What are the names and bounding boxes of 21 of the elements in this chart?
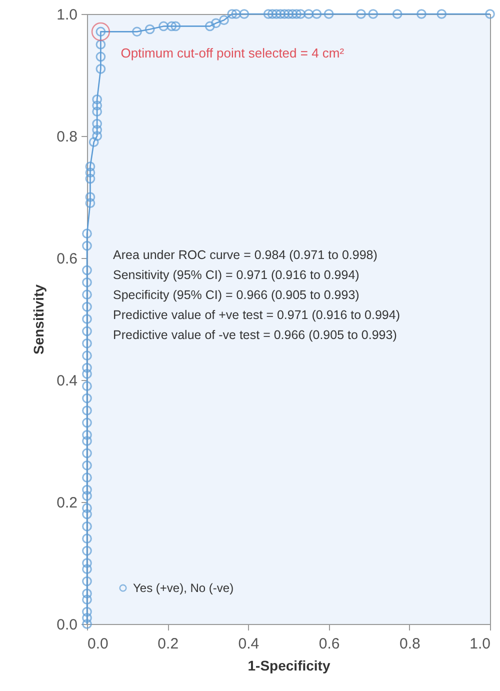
y-tick-label: 0.0 [56, 616, 78, 634]
y-tick-label: 0.8 [56, 128, 78, 146]
annotation: Sensitivity (95% CI) = 0.971 (0.916 to 0.994) [113, 268, 360, 282]
y-tick-label: 0.4 [56, 372, 78, 390]
x-tick-label: 0.6 [318, 636, 340, 652]
annotation: Specificity (95% CI) = 0.966 (0.905 to 0.993) [113, 288, 360, 302]
x-tick-label: 0.2 [158, 636, 179, 652]
x-axis-title: 1-Specificity [248, 658, 330, 674]
y-tick-label: 0.2 [56, 494, 78, 512]
x-tick-label: 0.0 [88, 636, 108, 652]
x-tick-label: 0.8 [399, 636, 420, 652]
x-tick-label: 1.0 [470, 636, 490, 652]
annotation: Predictive value of -ve test = 0.966 (0.905 to 0.993) [113, 328, 397, 342]
x-tick-label: 0.4 [238, 636, 260, 652]
annotation: Optimum cut-off point selected = 4 cm² [120, 46, 345, 61]
y-axis-title: Sensitivity [30, 284, 47, 355]
y-tick-label: 0.6 [56, 250, 78, 268]
legend-label: Yes (+ve), No (-ve) [133, 581, 234, 595]
y-tick-label: 1.0 [56, 6, 78, 24]
annotation: Area under ROC curve = 0.984 (0.971 to 0.998) [113, 248, 378, 262]
annotation: Predictive value of +ve test = 0.971 (0.916 to 0.994) [113, 308, 400, 322]
